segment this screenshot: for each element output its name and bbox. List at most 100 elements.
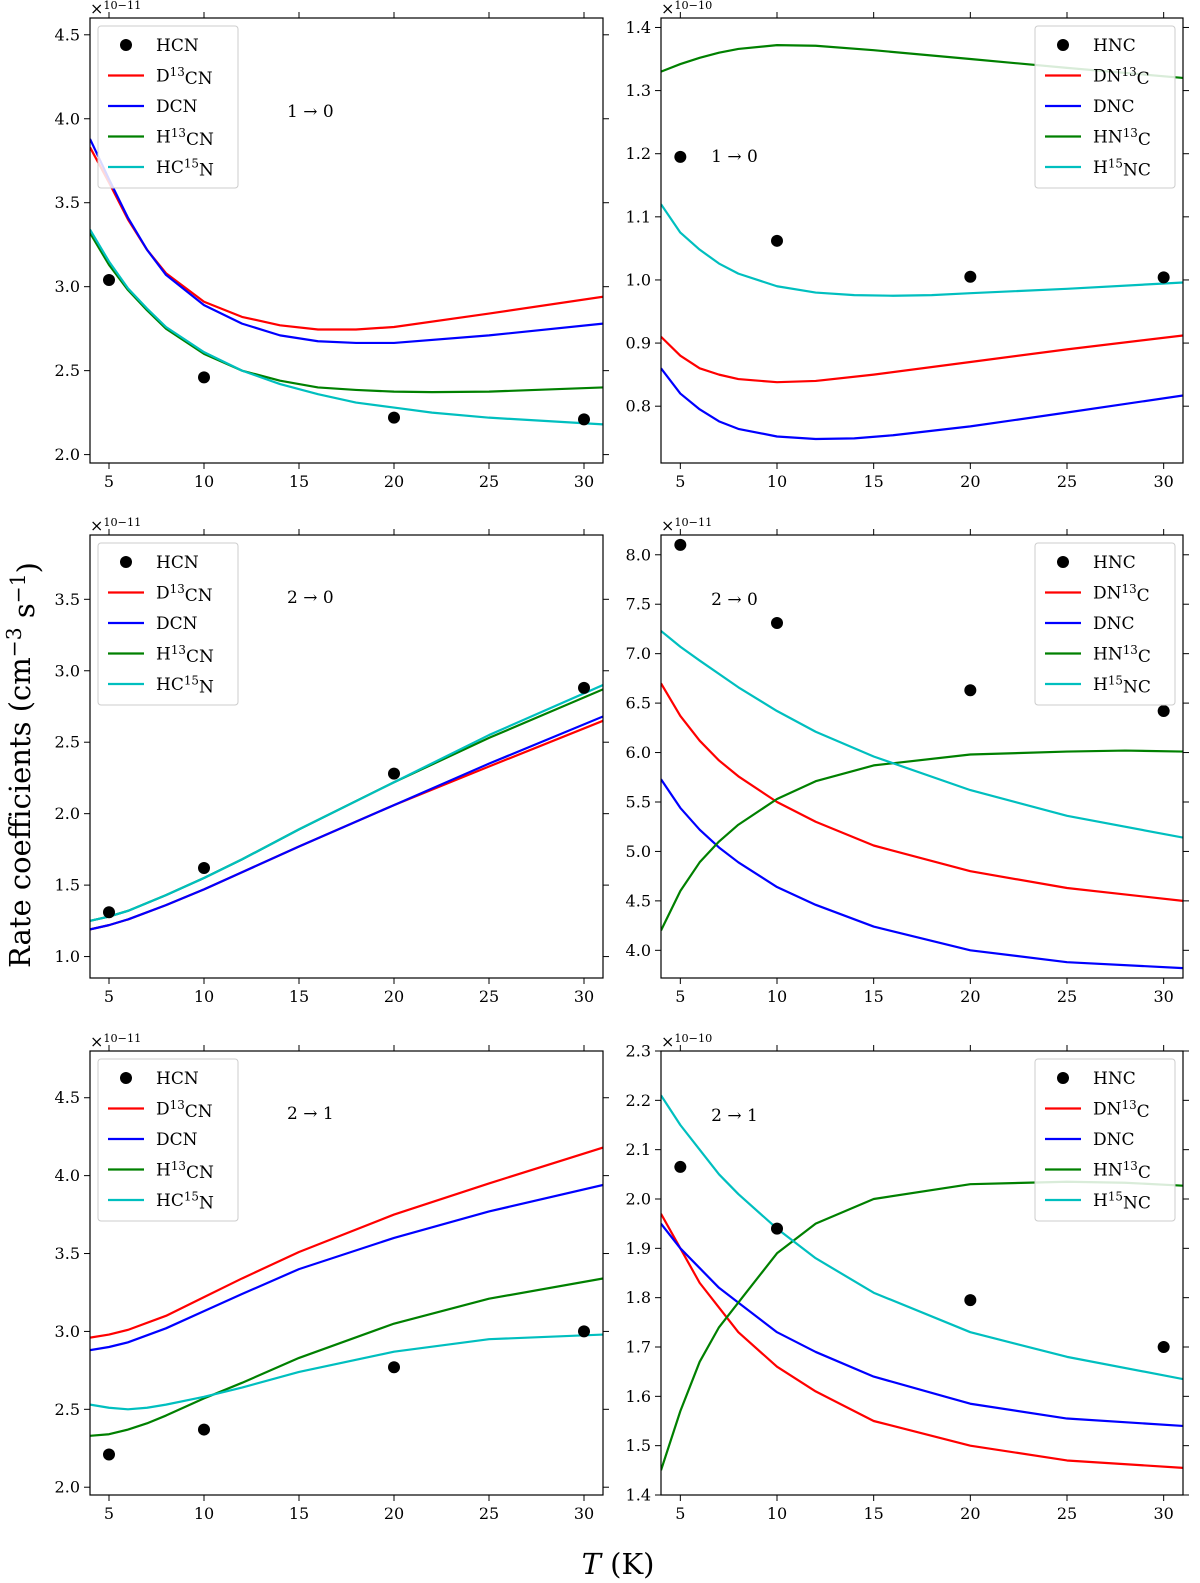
legend-entry: D13CN xyxy=(156,1098,213,1122)
legend-entry: HN13C xyxy=(1093,126,1151,150)
y-tick-label: 3.0 xyxy=(55,1322,80,1341)
x-tick-label: 20 xyxy=(960,987,980,1006)
legend-entry: DN13C xyxy=(1093,65,1150,89)
axes-frame xyxy=(89,534,604,979)
x-tick-label: 10 xyxy=(767,472,787,491)
legend-marker xyxy=(1057,39,1069,51)
y-tick-label: 2.1 xyxy=(626,1140,651,1159)
y-tick-label: 4.5 xyxy=(626,891,651,910)
data-point xyxy=(1157,271,1170,284)
x-tick-label: 25 xyxy=(1057,987,1077,1006)
legend-entry: HC15N xyxy=(156,674,214,698)
y-tick-label: 2.2 xyxy=(626,1091,651,1110)
transition-label: 2 → 1 xyxy=(287,1104,334,1124)
data-point xyxy=(964,270,977,283)
series-line-d13cn xyxy=(661,1213,1183,1469)
y-tick-label: 0.9 xyxy=(626,334,651,353)
legend-entry: HN13C xyxy=(1093,1159,1151,1183)
data-point xyxy=(964,684,977,697)
x-tick-label: 15 xyxy=(289,1504,309,1523)
series-line-hc15n xyxy=(90,684,603,922)
series-line-h13cn xyxy=(661,1180,1183,1471)
x-tick-label: 30 xyxy=(1153,472,1173,491)
data-point xyxy=(388,411,400,424)
y-tick-label: 2.0 xyxy=(55,445,80,464)
multiplier-label: ×10−11 xyxy=(90,516,141,535)
y-tick-label: 1.2 xyxy=(626,144,651,163)
series-line-hc15n xyxy=(661,203,1183,297)
x-tick-label: 20 xyxy=(960,472,980,491)
legend-entry: D13CN xyxy=(156,582,213,606)
multiplier-label: ×10−10 xyxy=(661,1032,712,1051)
series-line-hc15n xyxy=(661,630,1183,839)
y-tick-label: 3.5 xyxy=(55,193,80,212)
x-tick-label: 20 xyxy=(960,1504,980,1523)
x-tick-label: 10 xyxy=(194,1504,214,1523)
axes-frame xyxy=(660,534,1184,979)
legend-box xyxy=(97,25,239,189)
axes-frame xyxy=(89,17,604,464)
legend-marker xyxy=(1057,556,1069,568)
data-point xyxy=(388,1361,400,1374)
x-tick-label: 10 xyxy=(194,987,214,1006)
y-tick-label: 5.0 xyxy=(626,842,651,861)
x-tick-label: 5 xyxy=(104,1504,114,1523)
legend-entry: HCN xyxy=(156,1069,199,1089)
legend-entry: DNC xyxy=(1093,97,1135,117)
data-point xyxy=(674,150,687,163)
axes-frame xyxy=(660,17,1184,464)
legend-box xyxy=(97,542,239,706)
data-point xyxy=(1157,705,1170,718)
x-tick-label: 25 xyxy=(479,472,499,491)
y-tick-label: 4.5 xyxy=(55,25,80,44)
data-point xyxy=(771,234,783,247)
data-point xyxy=(198,861,210,874)
legend-entry: DN13C xyxy=(1093,582,1150,606)
series-line-hc15n xyxy=(90,1333,603,1411)
x-tick-label: 30 xyxy=(1153,1504,1173,1523)
x-tick-label: 30 xyxy=(574,1504,594,1523)
y-tick-label: 3.5 xyxy=(55,590,80,609)
data-point xyxy=(388,767,400,780)
y-tick-label: 4.0 xyxy=(55,109,80,128)
series-line-dcn xyxy=(661,1222,1183,1428)
axes-frame xyxy=(660,1050,1184,1496)
data-point xyxy=(578,681,590,694)
multiplier-label: ×10−11 xyxy=(90,0,141,18)
data-point xyxy=(578,1325,590,1338)
y-tick-label: 8.0 xyxy=(626,545,651,564)
x-tick-label: 20 xyxy=(384,472,404,491)
y-tick-label: 2.5 xyxy=(55,733,80,752)
transition-label: 2 → 0 xyxy=(711,590,758,610)
y-tick-label: 1.7 xyxy=(626,1338,651,1357)
legend-entry: H13CN xyxy=(156,126,214,150)
data-point xyxy=(103,906,115,919)
x-tick-label: 20 xyxy=(384,1504,404,1523)
x-tick-label: 25 xyxy=(1057,1504,1077,1523)
data-point xyxy=(103,273,115,286)
x-tick-label: 20 xyxy=(384,987,404,1006)
legend-marker xyxy=(1057,1072,1069,1084)
series-line-dcn xyxy=(90,138,603,345)
x-tick-label: 30 xyxy=(1153,987,1173,1006)
legend-entry: HNC xyxy=(1093,36,1136,56)
y-axis-label: Rate coefficients (cm−3 s−1) xyxy=(2,562,45,968)
legend-marker xyxy=(120,39,132,51)
x-tick-label: 30 xyxy=(574,987,594,1006)
x-tick-label: 25 xyxy=(479,987,499,1006)
y-tick-label: 2.0 xyxy=(55,1478,80,1497)
y-tick-label: 4.5 xyxy=(55,1088,80,1107)
legend-entry: H15NC xyxy=(1093,1190,1151,1214)
series-line-dcn xyxy=(661,778,1183,970)
multiplier-label: ×10−11 xyxy=(90,1032,141,1051)
x-tick-label: 15 xyxy=(863,987,883,1006)
y-tick-label: 1.3 xyxy=(626,81,651,100)
x-tick-label: 15 xyxy=(863,1504,883,1523)
panel-1: 5 10 15 20 25 30 2.0 2.5 3.0 3.5 4.0 4.5 ×10−11 1 → 0… xyxy=(55,0,609,491)
legend-box xyxy=(1034,1058,1176,1222)
legend-entry: DCN xyxy=(156,1130,198,1150)
x-tick-label: 10 xyxy=(767,987,787,1006)
multiplier-label: ×10−11 xyxy=(661,516,712,535)
x-tick-label: 5 xyxy=(104,987,114,1006)
series-line-d13cn xyxy=(90,1146,603,1339)
